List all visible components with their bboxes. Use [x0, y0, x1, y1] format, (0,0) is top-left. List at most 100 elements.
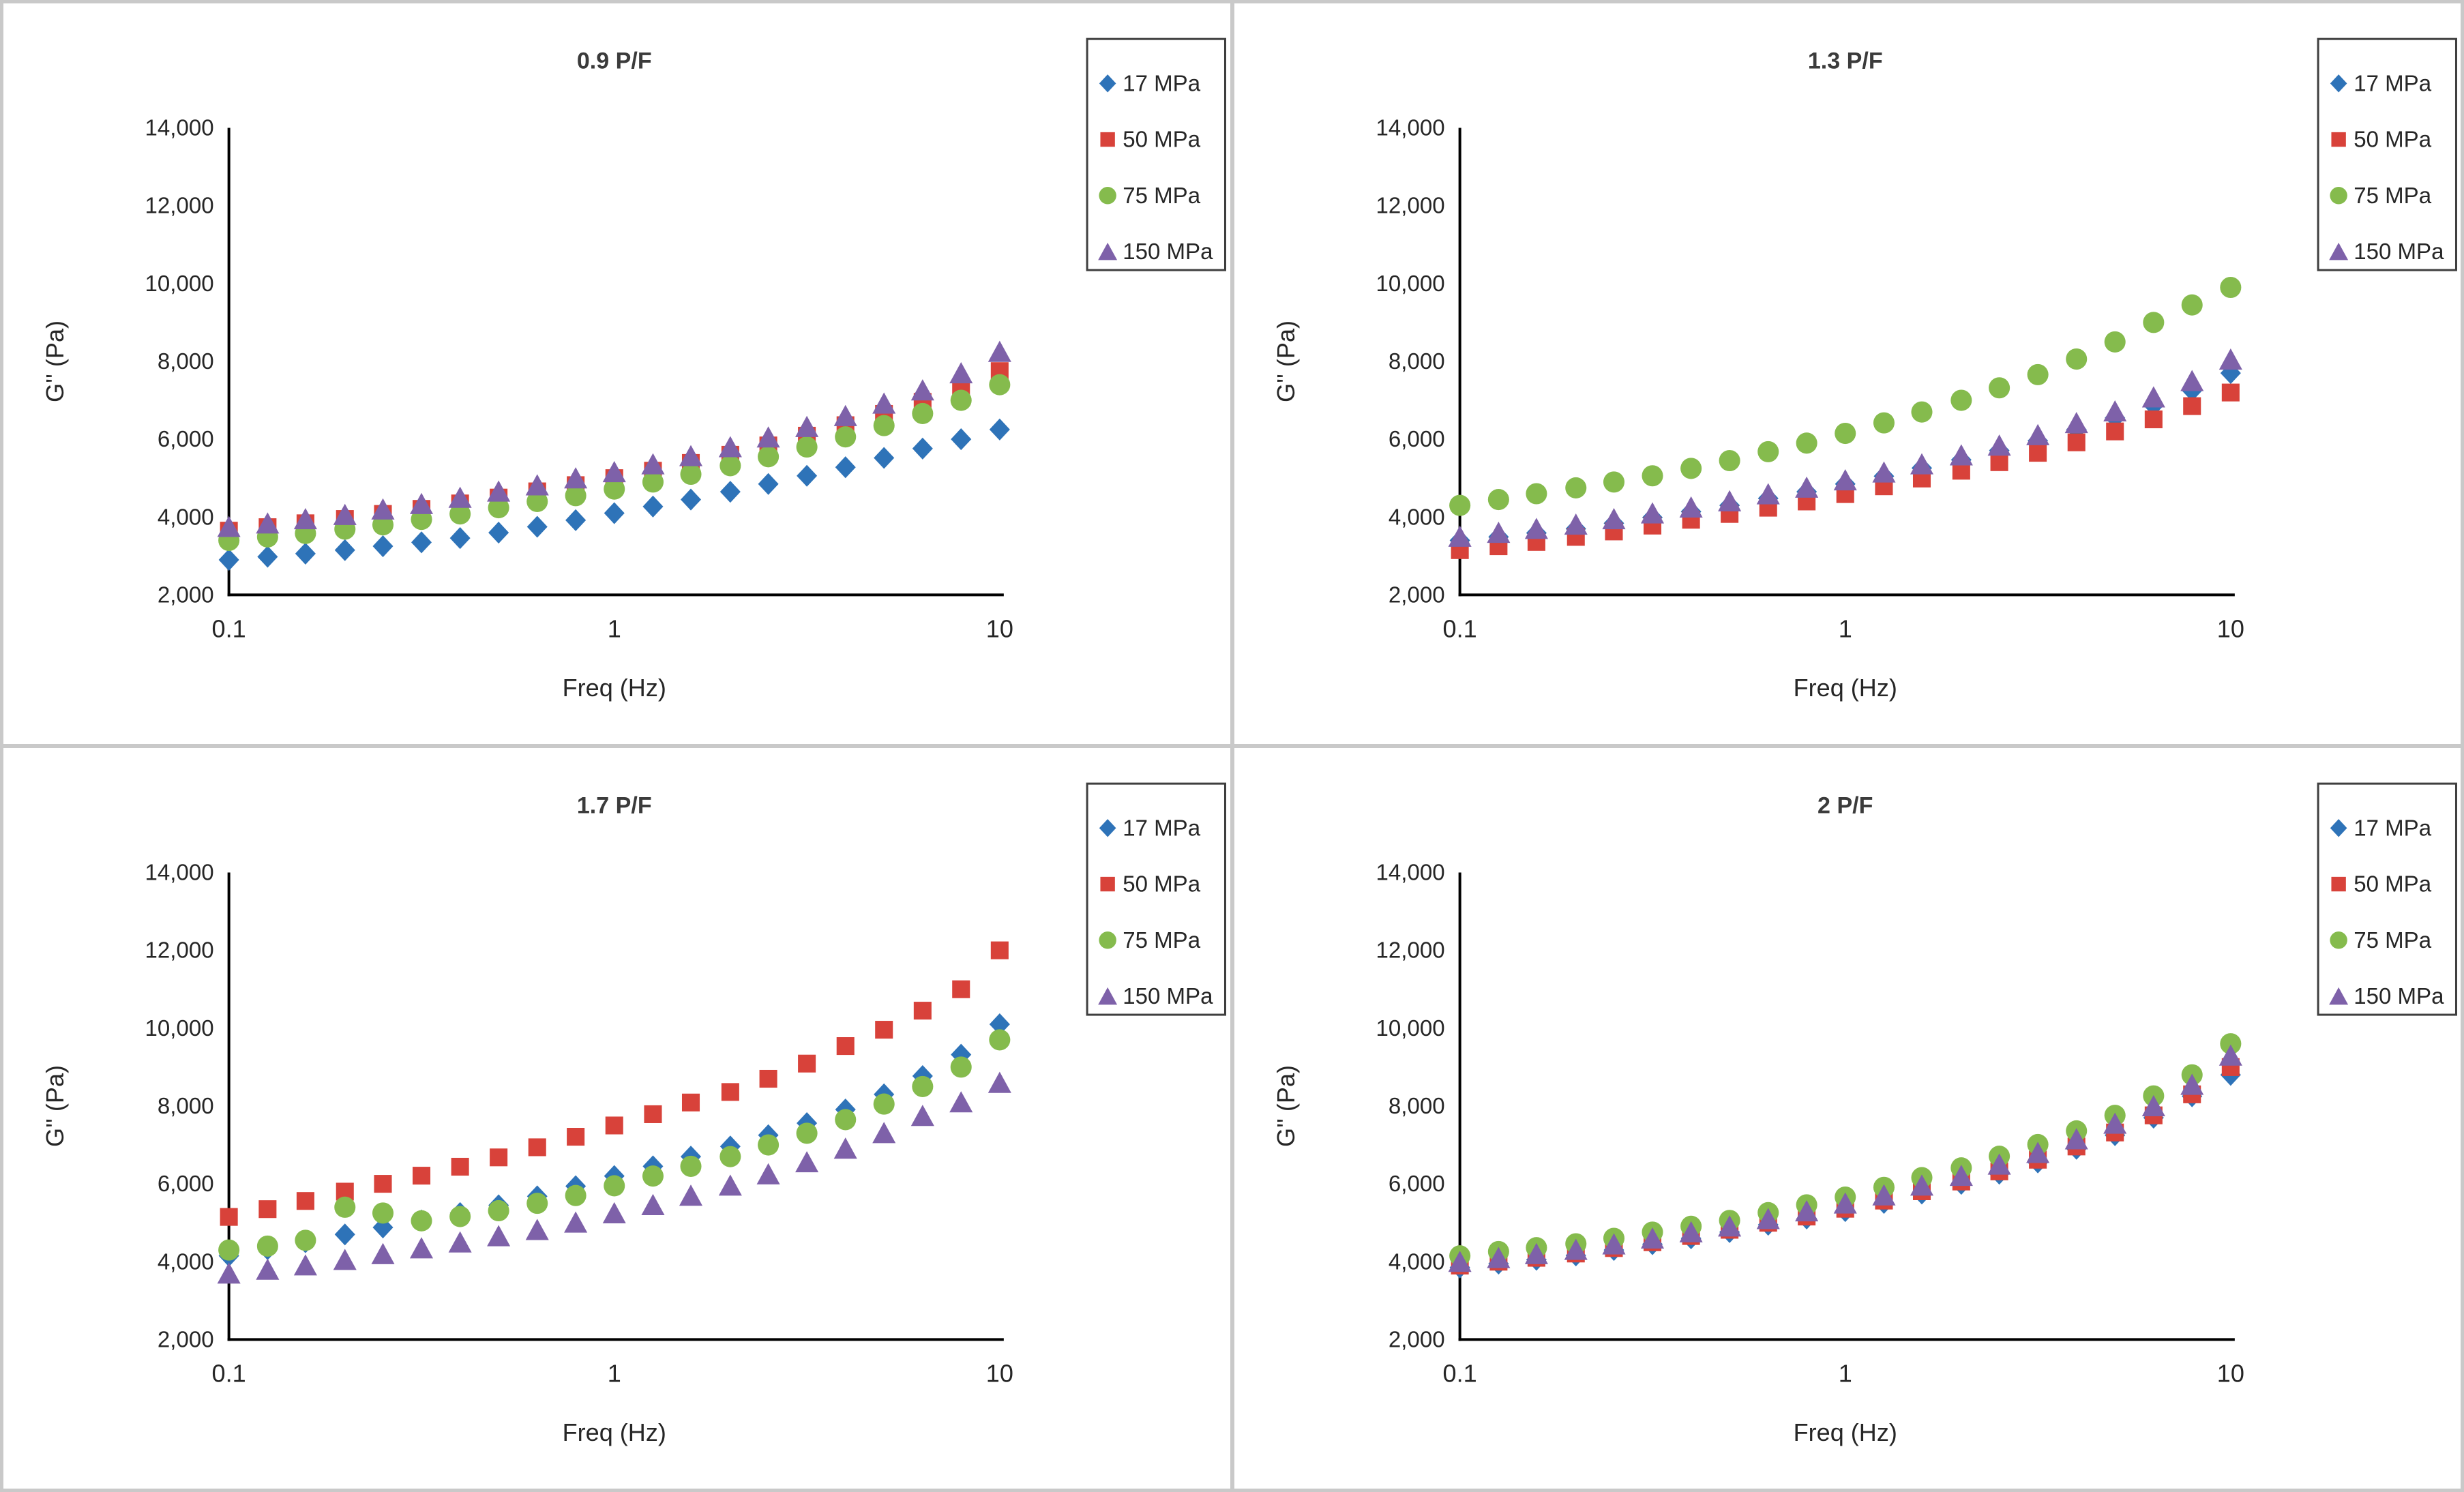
- data-marker: [1834, 422, 1856, 445]
- data-marker: [758, 1134, 780, 1156]
- y-tick-label: 2,000: [158, 582, 214, 608]
- y-tick-label: 6,000: [1388, 1172, 1444, 1197]
- data-marker: [913, 1002, 932, 1020]
- data-marker: [1640, 502, 1664, 524]
- data-marker: [1987, 434, 2011, 456]
- data-marker: [296, 1192, 314, 1210]
- data-marker: [1873, 412, 1895, 434]
- data-marker: [2103, 400, 2126, 422]
- y-tick-label: 6,000: [158, 427, 214, 452]
- legend-label: 75 MPa: [1123, 183, 1201, 209]
- data-marker: [990, 941, 1009, 959]
- data-marker: [949, 362, 973, 384]
- data-marker: [719, 455, 741, 477]
- data-marker: [1564, 513, 1588, 535]
- data-marker: [449, 503, 471, 525]
- data-marker: [1487, 489, 1509, 511]
- y-tick-label: 2,000: [158, 1327, 214, 1352]
- data-marker: [1987, 1153, 2011, 1175]
- data-marker: [488, 1199, 509, 1222]
- data-marker: [989, 374, 1011, 396]
- y-tick-label: 14,000: [145, 861, 214, 886]
- data-marker: [488, 497, 509, 519]
- data-marker: [256, 512, 280, 534]
- data-marker: [873, 415, 895, 436]
- data-marker: [1564, 477, 1586, 498]
- data-marker: [1448, 1251, 1472, 1272]
- data-marker: [258, 1200, 277, 1219]
- y-tick-label: 12,000: [1376, 938, 1444, 964]
- x-axis-title: Freq (Hz): [1793, 1418, 1897, 1446]
- data-marker: [835, 1109, 857, 1131]
- legend-label: 150 MPa: [1123, 239, 1213, 265]
- data-marker: [2219, 1033, 2241, 1055]
- data-marker: [490, 1148, 508, 1167]
- data-marker: [912, 402, 934, 424]
- data-marker: [564, 1211, 588, 1233]
- data-marker: [910, 379, 934, 401]
- x-tick-label: 0.1: [212, 1360, 246, 1388]
- y-tick-label: 10,000: [1376, 1016, 1444, 1041]
- data-marker: [567, 1128, 585, 1146]
- x-axis-title: Freq (Hz): [563, 1418, 666, 1446]
- data-marker: [1910, 1174, 1933, 1196]
- legend-marker-triangle: [1098, 987, 1118, 1005]
- chart-panel-1.7-pf: 1.7 P/F 2,000 4,000 6,000 8,000 10,000 12,000 1…: [3, 748, 1230, 1489]
- data-marker: [2218, 348, 2242, 370]
- legend-marker-circle: [1099, 187, 1116, 205]
- legend-label: 150 MPa: [2354, 239, 2444, 265]
- data-marker: [411, 531, 432, 554]
- chart-2-pf-svg: 2 P/F 2,000 4,000 6,000 8,000 10,000 12,000 14,…: [1272, 782, 2457, 1446]
- data-marker: [1794, 1200, 1818, 1222]
- data-marker: [451, 1157, 469, 1176]
- data-marker: [835, 456, 856, 479]
- data-marker: [2105, 422, 2124, 441]
- data-marker: [2064, 412, 2088, 434]
- y-tick-label: 6,000: [158, 1172, 214, 1197]
- data-marker: [1601, 1233, 1626, 1255]
- legend-label: 75 MPa: [2354, 183, 2432, 209]
- y-axis-title: G'' (Pa): [1272, 320, 1300, 402]
- data-marker: [1990, 453, 2008, 471]
- data-marker: [1564, 1238, 1588, 1260]
- legend-label: 50 MPa: [1123, 128, 1201, 153]
- x-tick-label: 1: [1838, 1360, 1852, 1388]
- data-marker: [1679, 496, 1703, 518]
- data-marker: [1680, 458, 1702, 479]
- data-marker: [334, 539, 355, 561]
- y-tick-label: 14,000: [1376, 861, 1444, 886]
- data-marker: [371, 498, 395, 520]
- legend-label: 75 MPa: [2354, 928, 2432, 953]
- y-tick-label: 4,000: [158, 1249, 214, 1274]
- data-marker: [2218, 1044, 2242, 1066]
- data-marker: [2025, 1142, 2049, 1163]
- legend-label: 17 MPa: [1123, 816, 1201, 841]
- data-marker: [2219, 276, 2241, 299]
- data-marker: [2141, 386, 2165, 408]
- data-marker: [835, 426, 857, 448]
- y-tick-label: 6,000: [1388, 427, 1444, 452]
- data-marker: [759, 1069, 777, 1088]
- data-marker: [756, 426, 780, 448]
- x-tick-label: 0.1: [212, 615, 246, 643]
- data-marker: [989, 1029, 1011, 1051]
- legend-marker-triangle: [2328, 242, 2348, 260]
- data-marker: [1603, 471, 1624, 493]
- chart-panel-2-pf: 2 P/F 2,000 4,000 6,000 8,000 10,000 12,000 14,…: [1234, 748, 2461, 1489]
- data-marker: [872, 392, 896, 414]
- x-tick-label: 10: [2216, 615, 2244, 643]
- chart-title: 2 P/F: [1817, 792, 1873, 818]
- data-marker: [1717, 1215, 1741, 1237]
- data-marker: [449, 527, 471, 550]
- data-marker: [488, 522, 509, 544]
- data-marker: [487, 480, 511, 502]
- data-marker: [411, 509, 432, 531]
- data-marker: [334, 1223, 355, 1246]
- data-marker: [1525, 483, 1547, 505]
- y-tick-label: 4,000: [158, 505, 214, 530]
- y-tick-label: 8,000: [158, 349, 214, 374]
- x-tick-label: 1: [1838, 615, 1852, 643]
- data-marker: [1871, 1184, 1895, 1206]
- data-marker: [874, 447, 895, 469]
- legend-marker-circle: [1099, 931, 1116, 949]
